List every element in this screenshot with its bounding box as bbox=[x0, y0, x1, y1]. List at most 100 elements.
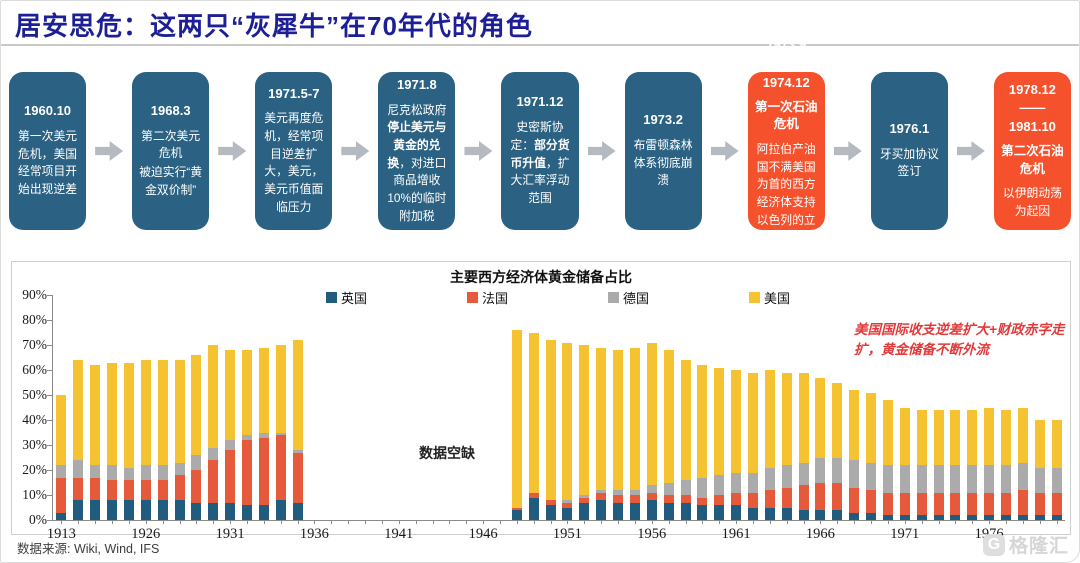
bar-1948-法国 bbox=[511, 507, 522, 510]
bar-1929-英国 bbox=[191, 502, 202, 520]
bar-1960-法国 bbox=[714, 495, 725, 505]
timeline-box-3: 1971.5-7 美元再度危机，经常项目逆差扩大，美元，美元币值面临压力 bbox=[255, 72, 333, 230]
gelonghui-logo-icon: G bbox=[982, 533, 1005, 556]
arrow-right-icon bbox=[95, 141, 124, 161]
bar-1926-德国 bbox=[140, 465, 151, 480]
x-axis-tick bbox=[887, 520, 889, 524]
arrow-right-icon bbox=[956, 141, 985, 161]
y-axis-tick bbox=[47, 370, 52, 371]
timeline-box-8: 1976.1 牙买加协议签订 bbox=[870, 72, 948, 230]
timeline-paragraph: 史密斯协定：部分货币升值，扩大汇率浮动范围 bbox=[508, 119, 571, 207]
x-axis-tick bbox=[449, 520, 451, 524]
bar-1966-英国 bbox=[815, 510, 826, 520]
bar-1975-法国 bbox=[967, 492, 978, 515]
bar-1964-美国 bbox=[781, 372, 792, 465]
bar-1956-美国 bbox=[646, 342, 657, 485]
bar-1913-美国 bbox=[56, 395, 67, 465]
bar-1979-法国 bbox=[1034, 492, 1045, 515]
x-axis-tick bbox=[786, 520, 788, 524]
bar-1923-美国 bbox=[90, 365, 101, 465]
x-axis-tick bbox=[702, 520, 704, 524]
bar-1973-美国 bbox=[933, 410, 944, 465]
bar-1926-美国 bbox=[140, 360, 151, 465]
bar-1965-英国 bbox=[798, 510, 809, 520]
bar-1960-美国 bbox=[714, 367, 725, 475]
bar-1927-德国 bbox=[157, 465, 168, 480]
timeline-box-7: 1973.9—— 1974.12 第一次石油危机 阿拉伯产油国不满美国为首的西方经济体… bbox=[747, 37, 825, 262]
x-axis-tick bbox=[1039, 520, 1041, 524]
bar-1963-德国 bbox=[764, 467, 775, 490]
bar-1954-美国 bbox=[613, 350, 624, 490]
timeline: 1960.10 第一次美元危机，美国经常项目开始出现逆差 1968.3 第二次美元危机… bbox=[1, 37, 1079, 262]
x-axis-tick bbox=[466, 520, 468, 524]
bar-1964-英国 bbox=[781, 507, 792, 520]
y-axis-tick bbox=[47, 345, 52, 346]
plain-text: 美元再度危机，经常项目逆差扩大，美元，美元币值面临压力 bbox=[264, 111, 324, 214]
bar-1964-法国 bbox=[781, 487, 792, 508]
timeline-box-text: 第二次美元危机 被迫实行“黄金双价制” bbox=[139, 127, 202, 201]
chart-annotation: 美国国际收支逆差扩大+财政赤字走扩，黄金储备不断外流 bbox=[854, 322, 1065, 358]
bar-1923-英国 bbox=[90, 500, 101, 520]
bar-1976-德国 bbox=[984, 465, 995, 493]
x-axis-tick bbox=[803, 520, 805, 524]
bar-1958-英国 bbox=[680, 502, 691, 520]
x-axis-tick bbox=[550, 520, 552, 524]
bar-1968-法国 bbox=[849, 487, 860, 513]
timeline-paragraph: 牙买加协议签订 bbox=[878, 146, 941, 181]
title-divider bbox=[1, 44, 1079, 46]
y-axis-tick bbox=[47, 495, 52, 496]
y-axis-tick bbox=[47, 320, 52, 321]
bar-1971-英国 bbox=[899, 515, 910, 520]
x-axis-tick bbox=[128, 520, 130, 524]
bar-1961-英国 bbox=[731, 505, 742, 520]
x-tick-label: 1971 bbox=[890, 526, 920, 542]
bar-1934-英国 bbox=[275, 500, 286, 520]
bar-1955-法国 bbox=[629, 495, 640, 503]
timeline-date: 1968.3 bbox=[150, 102, 191, 118]
timeline-box-text: 阿拉伯产油国不满美国为首的西方经济体支持以色列的立场，宣布“石油禁运” bbox=[755, 140, 818, 266]
timeline-box-2: 1968.3 第二次美元危机 被迫实行“黄金双价制” bbox=[132, 72, 210, 230]
timeline-date: 1971.12 bbox=[516, 94, 564, 110]
bar-1931-法国 bbox=[225, 450, 236, 503]
bar-1913-法国 bbox=[56, 477, 67, 513]
bar-1930-法国 bbox=[208, 460, 219, 503]
x-axis-tick bbox=[668, 520, 670, 524]
x-tick-label: 1951 bbox=[552, 526, 582, 542]
bar-1935-美国 bbox=[292, 340, 303, 450]
bar-1977-美国 bbox=[1000, 410, 1011, 465]
timeline-box-9: 1978.12—— 1981.10 第二次石油危机 以伊朗动荡为起因 bbox=[993, 72, 1071, 230]
bar-1960-德国 bbox=[714, 475, 725, 495]
x-axis-tick bbox=[651, 520, 653, 524]
bar-1969-美国 bbox=[866, 392, 877, 463]
bar-1926-英国 bbox=[140, 500, 151, 520]
bar-1962-法国 bbox=[747, 492, 758, 508]
bar-1935-德国 bbox=[292, 450, 303, 453]
y-axis-tick bbox=[47, 520, 52, 521]
timeline-box-text: 第一次美元危机，美国经常项目开始出现逆差 bbox=[16, 127, 79, 200]
bar-1934-德国 bbox=[275, 432, 286, 435]
gold-reserves-chart-panel: 主要西方经济体黄金储备占比 英国 法国 德国 美国 数据空缺 0% 10% 20% 30% 4… bbox=[11, 261, 1071, 542]
bar-1950-法国 bbox=[545, 500, 556, 505]
bar-1968-英国 bbox=[849, 512, 860, 520]
x-axis-tick bbox=[1056, 520, 1058, 524]
bar-1951-英国 bbox=[562, 507, 573, 520]
bar-1978-德国 bbox=[1017, 462, 1028, 490]
x-axis-tick bbox=[871, 520, 873, 524]
y-axis-tick bbox=[47, 445, 52, 446]
x-axis-tick bbox=[904, 520, 906, 524]
bar-1927-美国 bbox=[157, 360, 168, 465]
x-tick-label: 1913 bbox=[46, 526, 76, 542]
x-axis-tick bbox=[432, 520, 434, 524]
timeline-box-4: 1971.8 尼克松政府停止美元与黄金的兑换，对进口商品增收10%的临时附加税 bbox=[378, 72, 456, 230]
bar-1971-德国 bbox=[899, 465, 910, 493]
timeline-date-2: 1981.10 bbox=[1008, 119, 1056, 135]
timeline-box-text: 以伊朗动荡为起因 bbox=[1001, 184, 1064, 221]
legend-swatch-icon bbox=[325, 292, 337, 303]
plain-text: 牙买加协议签订 bbox=[879, 146, 939, 179]
bar-1977-英国 bbox=[1000, 515, 1011, 520]
bar-1931-英国 bbox=[225, 502, 236, 520]
arrow-right-icon bbox=[587, 141, 616, 161]
bar-1922-英国 bbox=[73, 500, 84, 520]
bar-1925-德国 bbox=[123, 467, 134, 480]
bar-1968-美国 bbox=[849, 390, 860, 460]
